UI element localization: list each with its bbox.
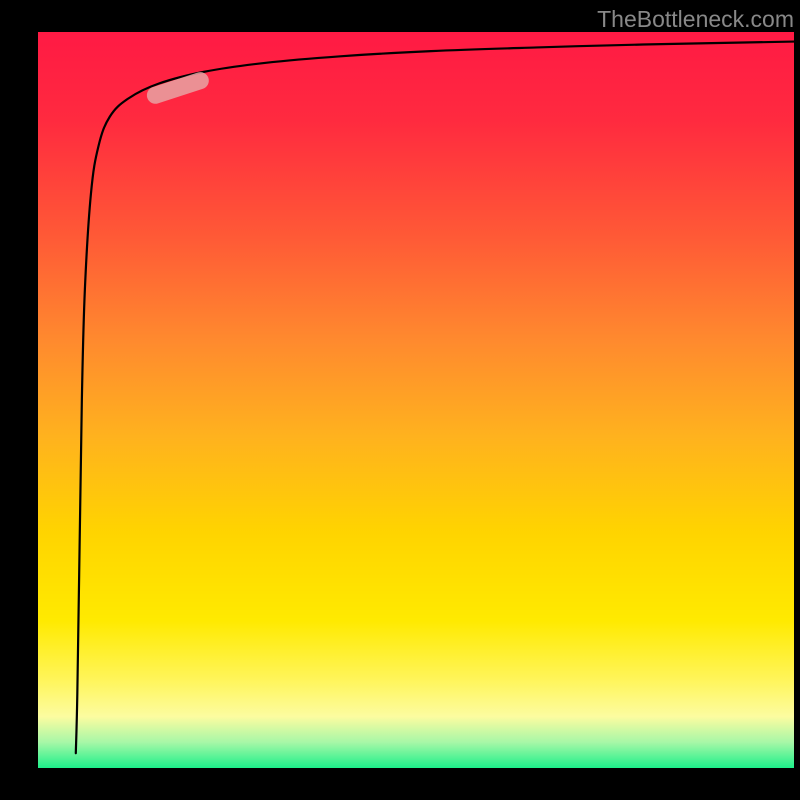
gradient-background — [38, 32, 794, 768]
watermark-text: TheBottleneck.com — [597, 6, 794, 33]
chart-plot — [0, 0, 800, 800]
chart-frame: TheBottleneck.com — [0, 0, 800, 800]
